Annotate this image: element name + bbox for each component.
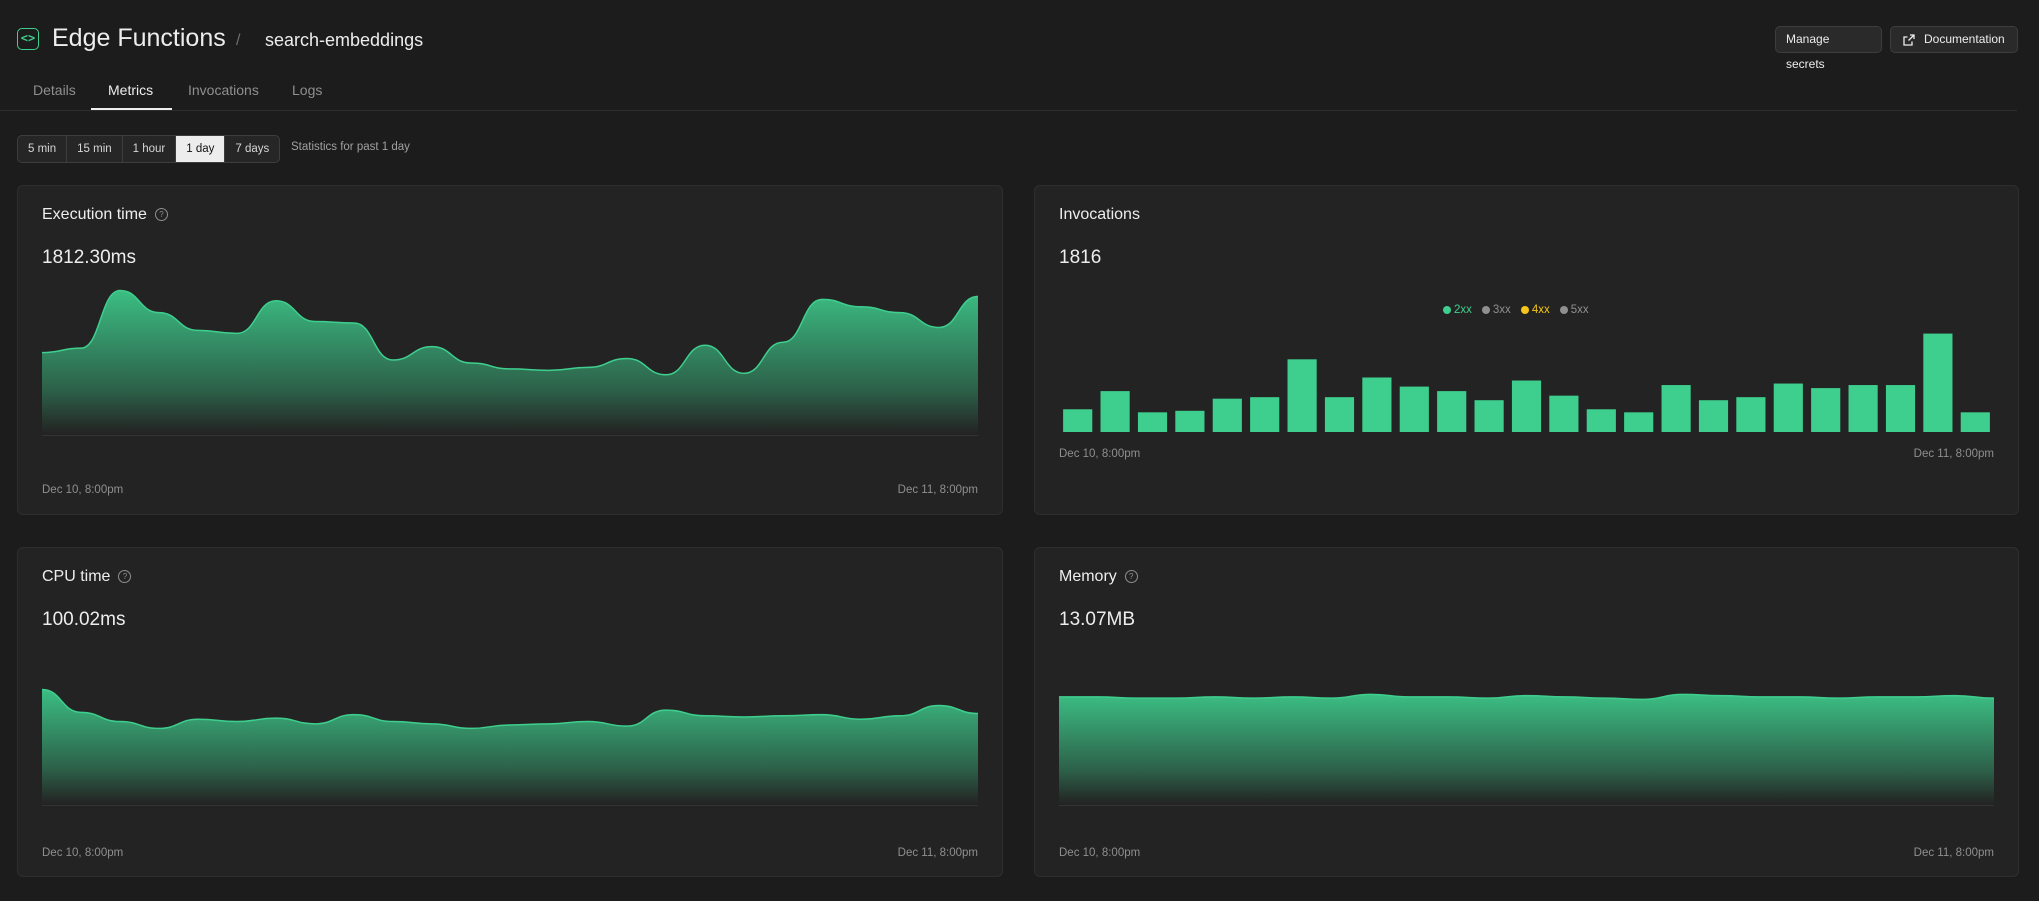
invocation-bar[interactable]	[1175, 410, 1205, 432]
invocations-title: Invocations	[1059, 206, 1140, 223]
invocation-bar[interactable]	[1923, 333, 1953, 432]
invocation-bar[interactable]	[1811, 388, 1841, 432]
invocation-bar[interactable]	[1212, 398, 1242, 432]
execution-time-chart	[42, 289, 978, 436]
invocation-bar[interactable]	[1437, 391, 1467, 432]
active-tab-indicator	[91, 108, 172, 110]
invocation-bar[interactable]	[1474, 400, 1504, 432]
legend-3xx[interactable]: 3xx	[1481, 304, 1511, 316]
cpu-time-area	[42, 689, 978, 804]
help-icon[interactable]: ?	[118, 570, 132, 583]
invocation-bar[interactable]	[1624, 412, 1654, 432]
memory-area	[1059, 694, 1994, 804]
manage-secrets-button[interactable]: Manage secrets	[1775, 26, 1882, 71]
time-range-selector: 5 min 15 min 1 hour 1 day 7 days	[17, 135, 281, 163]
statistics-note: Statistics for past 1 day	[291, 141, 410, 153]
invocation-bar[interactable]	[1698, 400, 1729, 432]
invocation-bar[interactable]	[1100, 391, 1130, 432]
invocation-bar[interactable]	[1063, 409, 1093, 432]
x-axis-start-label: Dec 10, 8:00pm	[1059, 448, 1141, 460]
range-7-days-button[interactable]: 7 days	[235, 143, 270, 155]
legend-4xx[interactable]: 4xx	[1520, 304, 1550, 316]
invocation-bar[interactable]	[1848, 385, 1878, 432]
invocation-bar[interactable]	[1511, 380, 1542, 432]
documentation-label: Documentation	[1924, 32, 2005, 46]
range-15-min-button[interactable]: 15 min	[67, 136, 123, 162]
memory-title: Memory?	[1059, 568, 1138, 586]
invocations-legend: 2xx 3xx 4xx 5xx	[1443, 304, 1589, 316]
invocation-bar[interactable]	[1885, 385, 1916, 432]
tab-details[interactable]: Details	[33, 82, 76, 98]
invocation-bar[interactable]	[1362, 377, 1392, 432]
invocation-bar[interactable]	[1137, 412, 1168, 432]
external-link-icon	[1903, 34, 1915, 46]
cpu-time-chart	[42, 688, 978, 806]
tab-logs[interactable]: Logs	[292, 82, 323, 98]
execution-time-area	[42, 290, 978, 434]
x-axis-end-label: Dec 11, 8:00pm	[897, 847, 978, 859]
cpu-time-title: CPU time?	[42, 568, 132, 586]
function-name[interactable]: search-embeddings	[265, 30, 424, 50]
legend-5xx[interactable]: 5xx	[1559, 304, 1589, 316]
x-axis-end-label: Dec 11, 8:00pm	[1913, 448, 1994, 460]
cpu-time-line	[42, 688, 978, 730]
invocation-bar[interactable]	[1586, 409, 1616, 432]
documentation-button[interactable]: Documentation	[1890, 26, 2018, 53]
invocation-bar[interactable]	[1549, 395, 1579, 432]
execution-time-value: 1812.30ms	[42, 247, 137, 268]
memory-line	[1059, 693, 1994, 701]
invocation-bar[interactable]	[1324, 397, 1355, 432]
x-axis-end-label: Dec 11, 8:00pm	[897, 484, 978, 496]
cpu-time-value: 100.02ms	[42, 609, 126, 630]
memory-value: 13.07MB	[1059, 609, 1136, 630]
x-axis-start-label: Dec 10, 8:00pm	[42, 484, 124, 496]
invocations-chart	[1063, 333, 1990, 432]
legend-2xx[interactable]: 2xx	[1443, 304, 1472, 316]
invocation-bar[interactable]	[1287, 359, 1317, 432]
tab-bar: Details Metrics Invocations Logs	[0, 70, 2017, 111]
memory-card: Memory? 13.07MB Dec 10, 8:00pm Dec 11, 8…	[1034, 547, 2019, 877]
help-icon[interactable]: ?	[1124, 570, 1138, 583]
invocation-bar[interactable]	[1960, 412, 1990, 432]
invocations-card: Invocations 1816 2xx 3xx 4xx 5xx Dec 10,…	[1034, 185, 2019, 515]
execution-time-card: Execution time? 1812.30ms Dec 10, 8:00pm…	[17, 185, 1003, 515]
invocation-bar[interactable]	[1250, 397, 1280, 432]
breadcrumb-separator: /	[236, 32, 241, 49]
range-5-min-button[interactable]: 5 min	[18, 136, 68, 162]
range-1-day-button[interactable]: 1 day	[176, 136, 226, 162]
x-axis-end-label: Dec 11, 8:00pm	[1913, 847, 1994, 859]
invocation-bar[interactable]	[1399, 386, 1429, 432]
cpu-time-card: CPU time? 100.02ms Dec 10, 8:00pm Dec 11…	[17, 547, 1003, 877]
invocation-bar[interactable]	[1736, 397, 1766, 432]
page-title: Edge Functions	[52, 24, 226, 52]
execution-time-title: Execution time?	[42, 206, 168, 224]
tab-invocations[interactable]: Invocations	[188, 82, 259, 98]
invocation-bar[interactable]	[1661, 385, 1691, 432]
memory-chart	[1059, 693, 1994, 806]
edge-functions-code-icon: <>	[17, 28, 39, 50]
invocation-bar[interactable]	[1773, 383, 1803, 432]
x-axis-start-label: Dec 10, 8:00pm	[1059, 847, 1141, 859]
range-1-hour-button[interactable]: 1 hour	[123, 136, 177, 162]
invocations-value: 1816	[1059, 247, 1102, 268]
execution-time-line	[42, 289, 978, 376]
x-axis-start-label: Dec 10, 8:00pm	[42, 847, 124, 859]
help-icon[interactable]: ?	[154, 208, 168, 221]
tab-metrics[interactable]: Metrics	[108, 82, 154, 98]
